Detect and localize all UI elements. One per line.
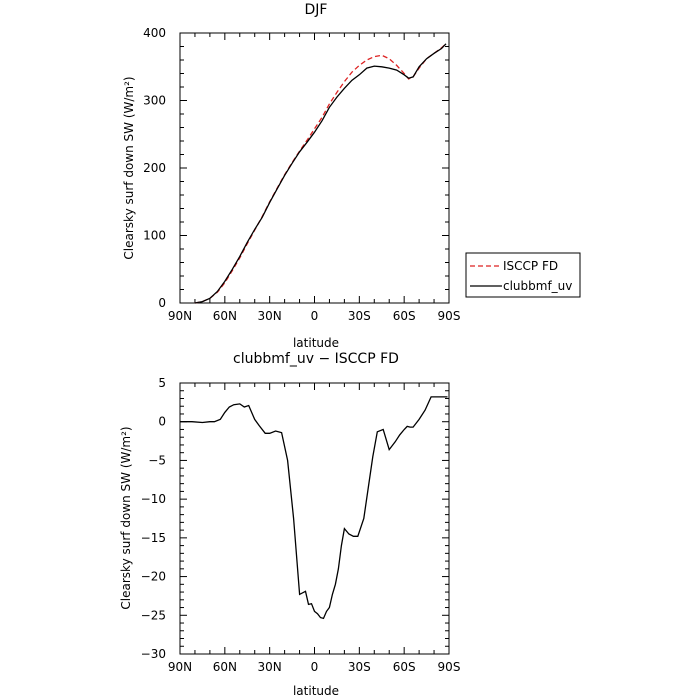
top-xtick-label: 90N [168,309,192,323]
top-ytick-label: 100 [143,229,166,243]
top-chart-tick-labels: 90N 60N 30N 0 30S 60S 90S 0 100 200 300 400 [143,26,460,323]
top-xtick-label: 0 [311,309,319,323]
bottom-chart-frame [179,382,450,655]
top-xtick-label: 60S [393,309,416,323]
bottom-xtick-label: 30N [258,660,282,674]
top-ytick-label: 200 [143,161,166,175]
bottom-xtick-label: 60N [213,660,237,674]
legend-frame [465,252,581,298]
bottom-xtick-label: 90N [168,660,192,674]
bottom-chart-series [180,396,448,620]
top-ytick-label: 0 [158,296,166,310]
bottom-xtick-label: 0 [311,660,319,674]
bottom-chart-xlabel: latitude [293,684,339,698]
bottom-ytick-label: −5 [148,453,166,467]
bottom-xtick-label: 30S [348,660,371,674]
bottom-ytick-label: −15 [141,531,166,545]
bottom-ytick-label: 5 [158,376,166,390]
bottom-xtick-label: 60S [393,660,416,674]
top-chart-legend: ISCCP FD clubbmf_uv [465,252,581,298]
top-chart-ylabel: Clearsky surf down SW (W/m²) [122,76,136,259]
top-ytick-label: 300 [143,94,166,108]
top-chart-frame [179,32,450,304]
top-chart-title: DJF [305,2,328,18]
bottom-chart: clubbmf_uv − ISCCP FD Clearsky surf down… [119,351,460,698]
top-xtick-label: 30N [258,309,282,323]
bottom-ytick-label: 0 [158,415,166,429]
top-series-isccp-fd [194,43,447,304]
top-xtick-label: 30S [348,309,371,323]
bottom-ytick-label: −25 [141,608,166,622]
bottom-series-clubbmf-uv [180,396,448,620]
top-series-clubbmf-uv [194,43,447,304]
bottom-ytick-label: −10 [141,492,166,506]
bottom-chart-ylabel: Clearsky surf down SW (W/m²) [119,426,133,609]
bottom-chart-tick-labels: 90N 60N 30N 0 30S 60S 90S 5 0 −5 −10 −15 −20 −25 −30 [141,376,461,674]
legend-label-clubbmf: clubbmf_uv [503,279,572,293]
top-ytick-label: 400 [143,26,166,40]
top-xtick-label: 60N [213,309,237,323]
top-chart: DJF Clearsky surf down SW (W/m²) latitud… [122,2,460,350]
top-chart-series [194,43,447,304]
bottom-chart-ticks [179,382,450,655]
top-xtick-label: 90S [438,309,461,323]
top-chart-xlabel: latitude [293,336,339,350]
bottom-chart-title: clubbmf_uv − ISCCP FD [233,351,399,367]
bottom-ytick-label: −20 [141,570,166,584]
bottom-xtick-label: 90S [438,660,461,674]
bottom-ytick-label: −30 [141,647,166,661]
top-chart-ticks [179,32,450,304]
legend-label-isccp: ISCCP FD [503,259,558,273]
